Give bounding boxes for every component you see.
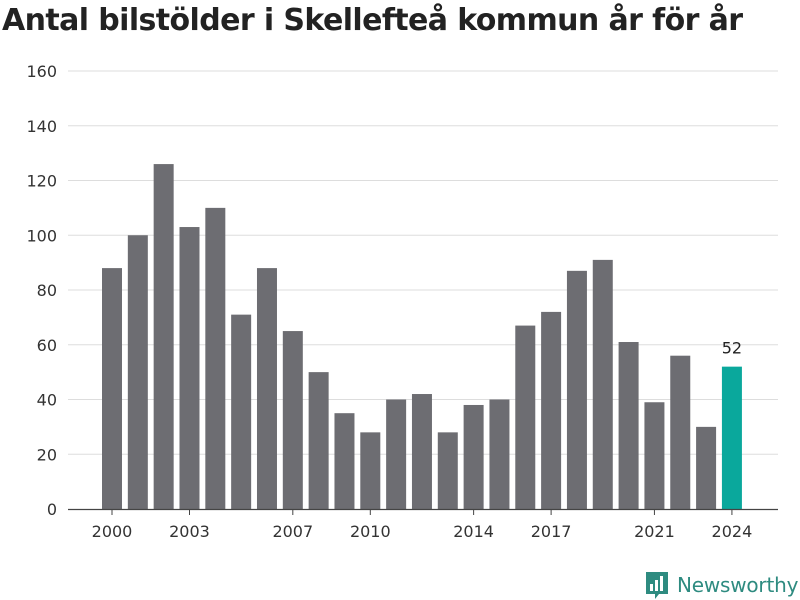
y-tick-label: 140 [26,117,57,136]
bar-2014 [463,404,484,509]
bar-2022 [670,355,691,509]
y-axis-tick-labels: 0 20 40 60 80 100 120 140 160 [26,62,57,519]
bar-2005 [231,314,252,509]
bar-2010 [360,432,381,509]
bar-2015 [489,399,510,509]
bar-2001 [127,235,148,509]
newsworthy-brand-name: Newsworthy [677,573,799,597]
bar-2003 [179,227,200,509]
bar-2000 [102,268,122,509]
bar-2011 [386,399,407,509]
bar-2012 [411,394,432,509]
x-tick-label: 2010 [350,522,391,541]
bar-2016 [515,325,536,509]
bar-2024 [721,366,742,509]
y-tick-label: 20 [37,445,57,464]
newsworthy-logo-icon [646,572,668,599]
y-tick-label: 120 [26,172,57,191]
y-tick-label: 160 [26,62,57,81]
x-tick-label: 2014 [453,522,494,541]
bar-2018 [566,270,587,509]
y-tick-label: 80 [37,281,57,300]
bar-2013 [437,432,458,509]
newsworthy-brand[interactable]: Newsworthy [644,570,798,600]
x-tick-label: 2021 [634,522,675,541]
chart-title: Antal bilstölder i Skellefteå kommun år … [2,3,743,38]
y-tick-label: 40 [37,391,57,410]
x-axis: 2000 2003 2007 2010 2014 2017 2021 2024 [68,508,778,541]
bars [102,164,742,509]
x-tick-label: 2000 [92,522,133,541]
data-label-2024: 52 [722,339,742,358]
bar-2006 [256,268,277,509]
y-tick-label: 100 [26,226,57,245]
bar-2023 [696,426,717,509]
x-tick-label: 2024 [712,522,753,541]
x-tick-label: 2017 [531,522,572,541]
y-tick-label: 0 [47,500,57,519]
y-tick-label: 60 [37,336,57,355]
bar-2017 [541,311,562,509]
bar-2004 [205,207,226,509]
bar-2007 [282,331,303,509]
bar-2008 [308,372,329,509]
x-tick-label: 2003 [169,522,210,541]
bar-2021 [644,402,665,509]
bar-2020 [618,342,639,509]
bar-2002 [153,164,174,509]
bar-2009 [334,413,355,509]
data-labels: 52 [722,339,742,358]
bar-2019 [592,259,613,509]
x-tick-label: 2007 [272,522,313,541]
